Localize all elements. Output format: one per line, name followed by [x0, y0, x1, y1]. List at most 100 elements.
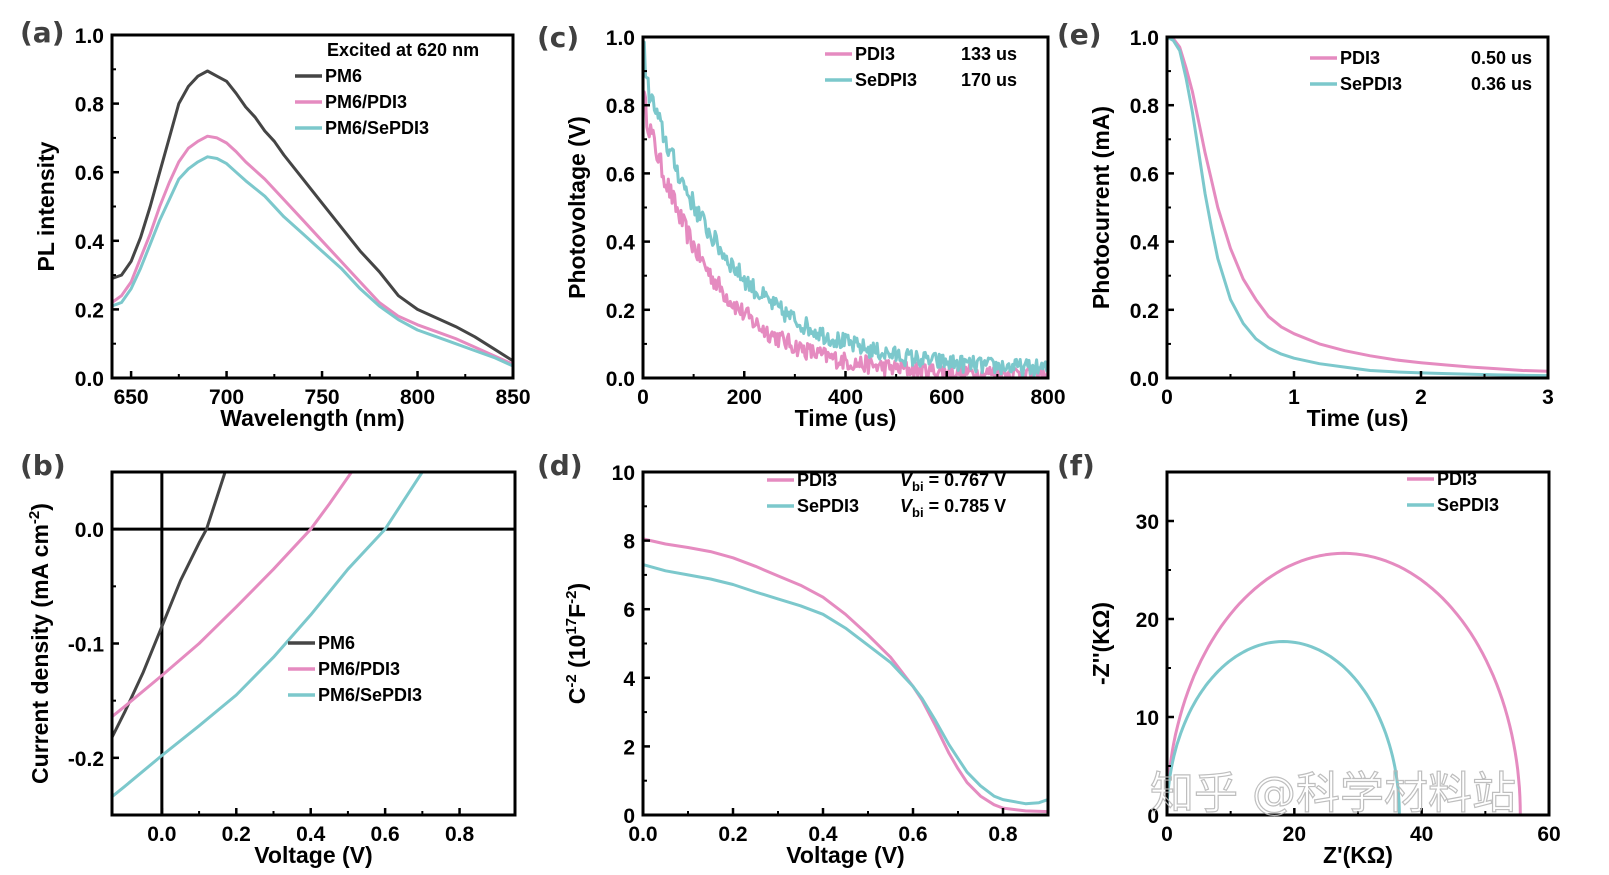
legend: PM6 PM6/PDI3 PM6/SePDI3 [288, 633, 422, 705]
watermark: 知乎 @科学材料站 [1150, 768, 1516, 819]
series-line-pm6-sepdi3 [112, 472, 424, 798]
y-axis-title: Photovoltage (V) [564, 116, 590, 299]
y-tick-label: 30 [1136, 511, 1159, 534]
legend-annotation: 170 us [961, 70, 1017, 90]
legend-item: PDI3 133 us [825, 44, 1017, 64]
series-line-sedpi3 [643, 40, 1048, 378]
panel-letter: (d) [537, 449, 583, 482]
legend-annotation: 0.36 us [1471, 74, 1532, 94]
legend-vbi: Vbi = 0.785 V [900, 496, 1006, 520]
legend-label: PM6/SePDI3 [325, 118, 429, 138]
legend-label: SeDPI3 [855, 70, 917, 90]
x-tick-label: 2 [1415, 386, 1427, 409]
y-tick-label: 0.0 [75, 519, 104, 542]
panel-a: (a) 650 700 750 800 850 0.0 0.2 0.4 0.6 0.8 1.0 Wave… [20, 16, 531, 431]
x-tick-label: 650 [114, 386, 149, 409]
legend-annotation: 0.50 us [1471, 48, 1532, 68]
x-tick-label: 0.4 [296, 823, 326, 846]
x-axis-title: Voltage (V) [254, 842, 372, 868]
legend-title: Excited at 620 nm [327, 40, 479, 60]
legend-item: PM6/SePDI3 [288, 685, 422, 705]
series-line-sepdi3 [643, 563, 1048, 806]
legend: PDI3 0.50 us SePDI3 0.36 us [1310, 48, 1532, 94]
plot-frame [1165, 470, 1551, 817]
series-group [1167, 551, 1522, 815]
legend-item: PM6 [288, 633, 355, 653]
y-tick-label: 1.0 [1130, 27, 1159, 50]
y-axis-title: Current density (mA cm-2) [26, 503, 53, 784]
legend-label: SePDI3 [797, 496, 859, 516]
series-group [643, 537, 1048, 814]
y-tick-label: 0.2 [1130, 300, 1159, 323]
panel-letter: (b) [20, 449, 66, 482]
y-axis-title: PL intensity [33, 141, 59, 271]
y-tick-label: 0.4 [75, 231, 105, 254]
y-tick-label: 4 [623, 668, 635, 691]
series-line-pdi3 [643, 537, 1048, 814]
x-axis-title: Z'(KΩ) [1323, 842, 1393, 868]
y-tick-label: 10 [612, 462, 635, 485]
y-tick-label: 0.8 [75, 94, 105, 117]
series-line-pm6-pdi3 [112, 134, 513, 366]
x-tick-label: 40 [1410, 823, 1433, 846]
y-tick-label: -0.1 [68, 634, 105, 657]
legend-label: PM6 [318, 633, 355, 653]
legend-item: PM6/PDI3 [295, 92, 407, 112]
series-line-pdi3 [1167, 37, 1548, 373]
y-tick-label: 0.6 [75, 162, 104, 185]
legend-item: SePDI3 Vbi = 0.785 V [767, 496, 1006, 520]
legend-label: PDI3 [855, 44, 895, 64]
y-tick-label: 0.4 [606, 232, 636, 255]
series-line-pm6-sepdi3 [112, 155, 513, 368]
y-tick-label: 0.6 [1130, 163, 1159, 186]
x-tick-label: 600 [929, 386, 964, 409]
legend-item: PM6/PDI3 [288, 659, 400, 679]
y-tick-label: 1.0 [606, 27, 635, 50]
panel-letter: (c) [537, 21, 579, 54]
x-tick-label: 0.2 [718, 823, 747, 846]
y-tick-label: 10 [1136, 707, 1159, 730]
legend-label: PDI3 [1437, 469, 1477, 489]
x-tick-label: 0 [1161, 823, 1173, 846]
x-tick-label: 3 [1542, 386, 1554, 409]
legend-item: SePDI3 [1407, 495, 1499, 515]
x-tick-label: 0.8 [445, 823, 475, 846]
y-tick-label: 0.2 [606, 300, 635, 323]
series-group [112, 69, 513, 368]
legend-label: PM6/PDI3 [318, 659, 400, 679]
panel-letter: (f) [1057, 449, 1095, 482]
plot-frame [641, 470, 1050, 817]
x-tick-label: 400 [828, 386, 863, 409]
series-line-pm6 [112, 472, 227, 738]
x-tick-label: 0 [637, 386, 649, 409]
y-tick-label: 0 [1147, 805, 1159, 828]
x-axis-title: Time (us) [1307, 405, 1409, 431]
x-tick-label: 60 [1537, 823, 1560, 846]
legend: PDI3 SePDI3 [1407, 469, 1499, 515]
series-group [112, 472, 424, 798]
y-tick-label: -0.2 [68, 748, 104, 771]
x-tick-label: 0 [1161, 386, 1173, 409]
x-tick-label: 800 [400, 386, 435, 409]
series-line-sepdi3 [1167, 37, 1548, 378]
x-tick-label: 0.0 [147, 823, 176, 846]
legend-label: SePDI3 [1340, 74, 1402, 94]
y-tick-label: 2 [623, 736, 635, 759]
series-line-pdi3 [643, 90, 1048, 378]
legend-annotation: 133 us [961, 44, 1017, 64]
y-tick-label: 8 [623, 531, 635, 554]
legend-item: PDI3 0.50 us [1310, 48, 1532, 68]
panel-f: (f) 0 20 40 60 0 10 20 30 Z'(KΩ) -Z''(KΩ) PDI3 SePDI… [1057, 449, 1561, 868]
legend-label: PM6 [325, 66, 362, 86]
series-group [1167, 37, 1548, 378]
x-tick-label: 0.4 [808, 823, 838, 846]
series-line-pdi3 [1167, 551, 1522, 815]
legend-item: PM6 [295, 66, 362, 86]
y-tick-label: 0 [623, 805, 635, 828]
y-axis-title: -Z''(KΩ) [1088, 602, 1114, 685]
x-tick-label: 0.8 [988, 823, 1018, 846]
panel-e: (e) 0 1 2 3 0.0 0.2 0.4 0.6 0.8 1.0 Time (us) Photoc… [1057, 18, 1554, 431]
legend-item: PDI3 Vbi = 0.767 V [767, 470, 1006, 494]
legend-label: PM6/SePDI3 [318, 685, 422, 705]
legend-item: SeDPI3 170 us [825, 70, 1017, 90]
